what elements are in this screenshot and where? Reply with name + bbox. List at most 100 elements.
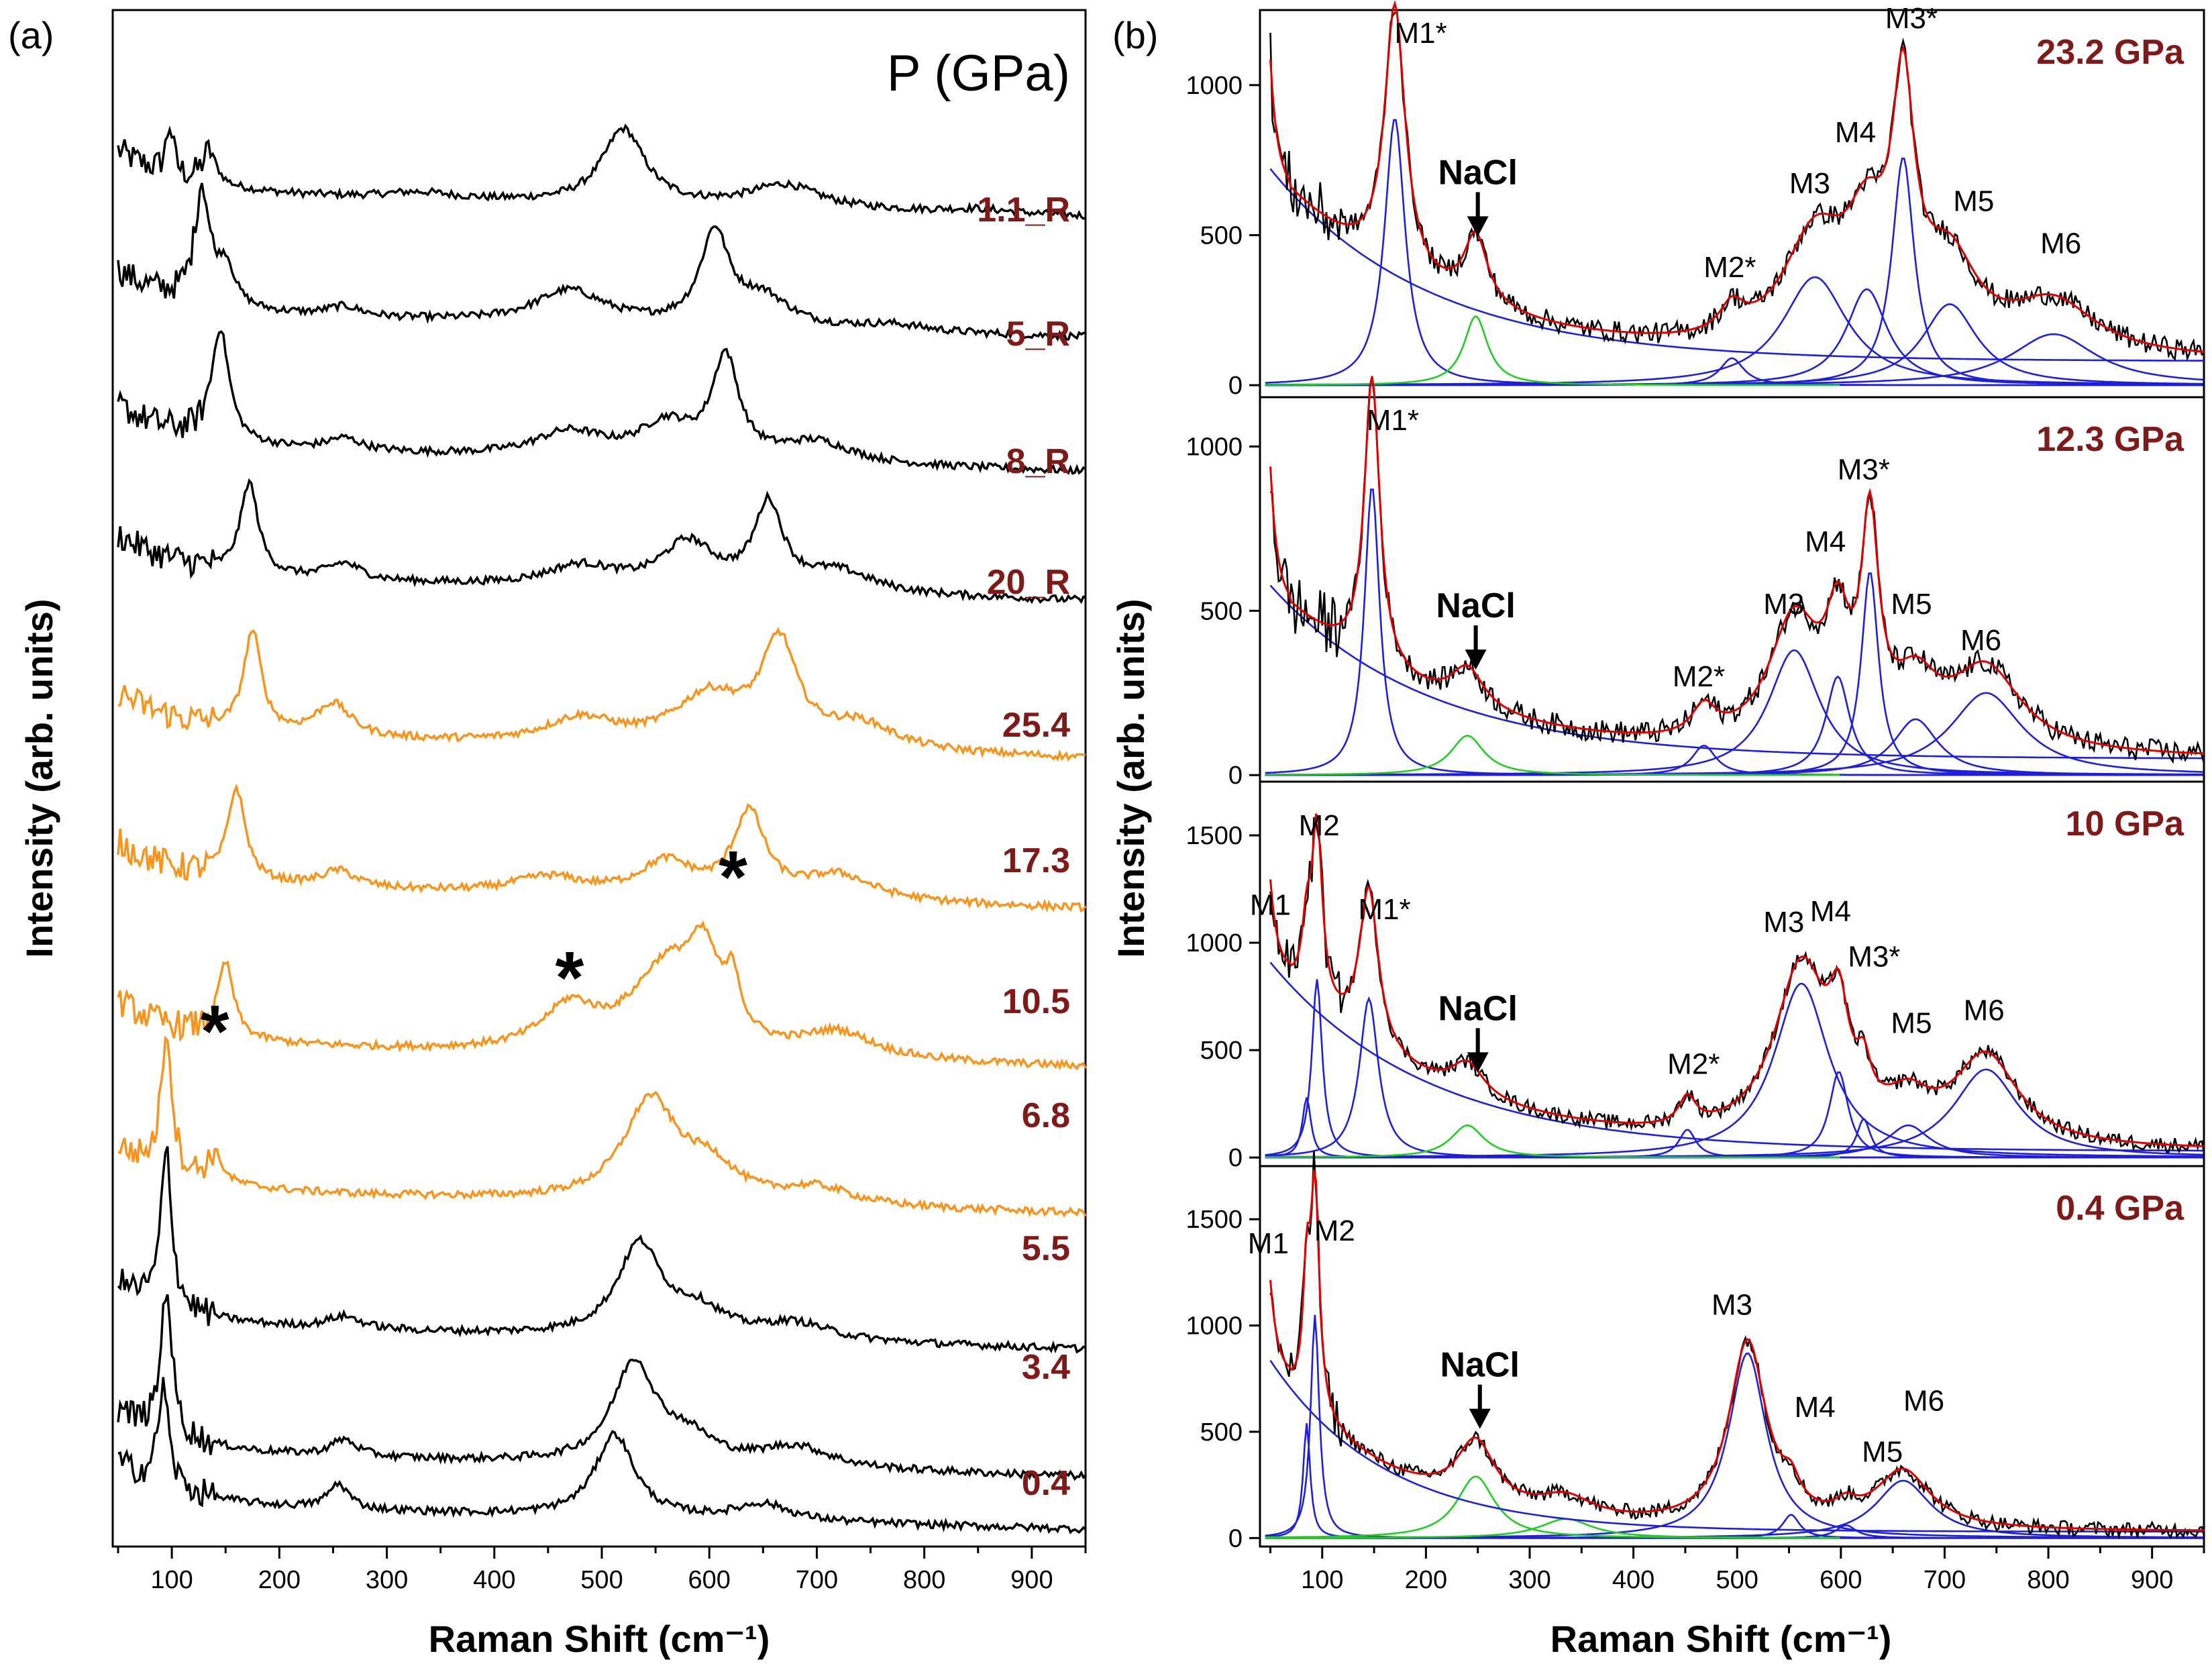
pressure-label-25-4: 25.4 [1002,706,1070,745]
panel-a-traces [117,123,1087,1534]
fit-component-blue [1265,982,2203,1158]
panel-b-xtick-label: 100 [1301,1566,1343,1594]
fit-component-blue [1265,1353,2203,1538]
trace-5-R [117,182,1086,342]
raman-data [1269,376,2205,764]
ytick-label: 1000 [1186,929,1243,957]
peak-label: M2* [1667,1047,1720,1080]
pressure-label-10-5: 10.5 [1002,982,1070,1021]
peak-label: M1* [1367,404,1419,437]
panel-a-xtick-label: 800 [903,1566,945,1594]
peak-label: M3 [1711,1289,1752,1322]
trace-0-4 [117,1377,1087,1534]
fit-total [1269,376,2205,755]
peak-label: M2* [1703,251,1756,284]
panel-a-xtick-label: 600 [688,1566,731,1594]
peak-asterisk: * [556,937,584,1019]
ytick-label: 1000 [1186,1312,1243,1341]
subplot-pressure-label: 0.4 GPa [2056,1189,2184,1228]
peak-label: M5 [1953,185,1994,218]
peak-label: M1* [1395,17,1447,50]
pressure-label-17-3: 17.3 [1002,841,1070,880]
panel-a-letter: (a) [8,14,54,56]
trace-17-3 [117,783,1087,913]
pressure-label-0-4: 0.4 [1022,1464,1070,1503]
panel-a-xtick-label: 700 [796,1566,838,1594]
peak-label: M4 [1835,116,1876,149]
peak-label: M3* [1838,453,1890,486]
subplot-pressure-label: 10 GPa [2066,804,2184,843]
subplot-frame [1259,780,2205,1167]
trace-25-4 [117,627,1086,762]
panel-b-xtick-label: 700 [1924,1566,1966,1594]
peak-label: M4 [1795,1391,1836,1424]
ytick-label: 0 [1228,1524,1243,1553]
panel-b-xtick-label: 400 [1612,1566,1654,1594]
ytick-label: 1000 [1186,72,1243,100]
peak-label: M6 [1903,1384,1944,1417]
fit-total [1269,813,2205,1147]
panel-a-pressure-labels: 1.1_R 5_R 8_R 20_R 25.4 17.3 10.5 6.8 5.5 3.4 0.4 [977,191,1070,1503]
ytick-label: 1000 [1186,433,1243,461]
panel-a-title: P (GPa) [887,45,1070,102]
panel-b-xtick-label: 600 [1820,1566,1862,1594]
fit-background [1269,961,2204,1152]
panel-a-ylabel: Intensity (arb. units) [18,598,60,957]
panel-b-xlabel: Raman Shift (cm⁻¹) [1550,1618,1892,1660]
ytick-label: 0 [1228,372,1243,400]
peak-asterisk: * [201,990,229,1073]
peak-label: M6 [1960,624,2001,657]
trace-3-4 [117,1294,1087,1481]
fit-background [1269,1359,2204,1533]
fit-component-blue [1265,1514,2203,1539]
peak-label: M4 [1810,895,1851,928]
ytick-label: 500 [1200,221,1243,250]
nacl-label: NaCl [1436,586,1515,625]
fit-component-blue [1265,333,2203,386]
panel-a-xtick-label: 300 [366,1566,408,1594]
pressure-label-20-R: 20_R [987,563,1070,602]
panel-a-xtick-label: 100 [150,1566,193,1594]
peak-label: M1 [1248,1227,1289,1260]
peak-label: M3 [1789,167,1830,200]
peak-label: M1* [1358,893,1410,926]
peak-label: M6 [1964,994,2005,1027]
panel-a-xtick-label: 200 [258,1566,301,1594]
peak-label: M2* [1673,660,1725,693]
peak-label: M2 [1299,809,1340,842]
panel-a-xtick-label: 900 [1010,1566,1053,1594]
pressure-label-6-8: 6.8 [1022,1096,1070,1135]
trace-1-1-R [117,123,1086,221]
ytick-label: 500 [1200,597,1243,625]
panel-a: 100 200 300 400 500 600 700 800 900 1.1_R 5_R 8_R 2… [18,9,1087,1660]
peak-label: M3* [1848,940,1900,973]
fit-component-blue [1265,303,2203,386]
peak-label: M6 [2040,227,2081,260]
nacl-arrow-icon [1467,216,1489,237]
ytick-label: 0 [1228,1144,1243,1172]
peak-label: M3 [1763,588,1804,621]
panel-b-x-axis: 100 200 300 400 500 600 700 800 900 [1269,1547,2205,1594]
panel-a-annotations: * * * [201,836,747,1073]
panel-a-xtick-label: 400 [473,1566,515,1594]
fit-component-green [1265,315,1840,386]
peak-label: M5 [1891,588,1932,621]
trace-6-8 [117,1035,1087,1218]
panel-a-frame [111,9,1087,1548]
pressure-label-1-1-R: 1.1_R [977,191,1070,229]
subplot-10-GPa: 0 500 1000 1500 M1 M2 M1* M2* M3 M4 M3* M5 M6 NaCl 10 … [1186,780,2205,1172]
ytick-label: 500 [1200,1418,1243,1447]
fit-component-blue [1265,572,2203,776]
raman-data [1269,817,2205,1154]
panel-a-xtick-label: 500 [580,1566,623,1594]
panel-b-xtick-label: 900 [2131,1566,2173,1594]
ytick-label: 0 [1228,762,1243,790]
nacl-arrow-icon [1467,1052,1489,1073]
fit-component-green [1265,735,1840,776]
fit-background [1269,584,2204,760]
